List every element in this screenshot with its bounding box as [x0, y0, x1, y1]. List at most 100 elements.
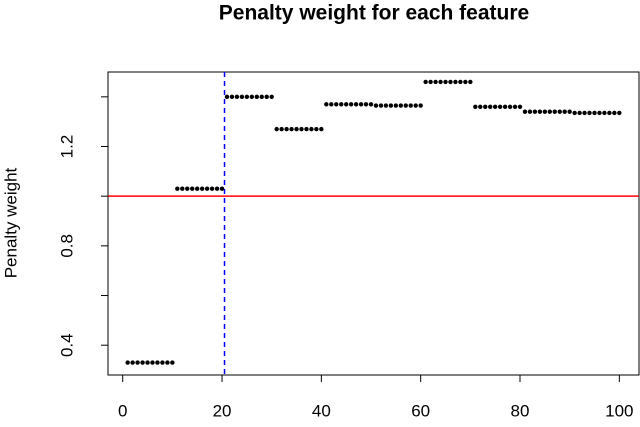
- point: [135, 360, 140, 365]
- point: [140, 360, 145, 365]
- point: [418, 103, 423, 108]
- point: [473, 104, 478, 109]
- point: [393, 103, 399, 108]
- point: [488, 104, 493, 109]
- point: [145, 360, 150, 365]
- point: [423, 79, 428, 85]
- point: [234, 94, 240, 100]
- point: [269, 94, 274, 100]
- point: [577, 110, 582, 116]
- point: [224, 94, 230, 100]
- point: [527, 109, 533, 114]
- point: [294, 126, 299, 132]
- y-tick-label: 0.8: [57, 234, 76, 258]
- point: [383, 103, 389, 108]
- point: [175, 186, 180, 191]
- point: [343, 102, 349, 107]
- point: [259, 94, 264, 100]
- point: [314, 126, 319, 132]
- point: [592, 110, 597, 116]
- point: [329, 102, 334, 107]
- point: [190, 186, 195, 191]
- point: [165, 360, 170, 365]
- y-tick-label: 0.4: [57, 333, 76, 357]
- point: [607, 110, 612, 116]
- point: [249, 94, 255, 100]
- point: [507, 104, 513, 109]
- point: [478, 104, 483, 109]
- point: [274, 126, 279, 132]
- point: [433, 79, 438, 85]
- point: [502, 104, 508, 109]
- point: [363, 102, 369, 107]
- point: [150, 360, 155, 365]
- point: [597, 110, 602, 116]
- point: [334, 102, 339, 107]
- chart-title: Penalty weight for each feature: [219, 2, 529, 25]
- point: [483, 104, 488, 109]
- point: [552, 109, 557, 114]
- point: [199, 186, 205, 191]
- point: [602, 110, 607, 116]
- point: [413, 103, 418, 108]
- point: [279, 126, 284, 132]
- point: [289, 126, 294, 132]
- point: [438, 79, 443, 85]
- point: [353, 102, 359, 107]
- plot-frame: [107, 71, 640, 376]
- point: [155, 360, 160, 365]
- point: [299, 126, 304, 132]
- point: [170, 360, 175, 365]
- point: [185, 186, 190, 191]
- x-tick-label: 20: [213, 401, 232, 420]
- point: [537, 109, 543, 114]
- point: [408, 103, 413, 108]
- x-tick-label: 80: [511, 401, 530, 420]
- point: [358, 102, 364, 107]
- point: [572, 110, 577, 116]
- point: [492, 104, 498, 109]
- point: [403, 103, 408, 108]
- point: [319, 126, 324, 132]
- point: [562, 109, 567, 114]
- y-axis-label: Penalty weight: [1, 167, 20, 278]
- point: [214, 186, 220, 191]
- point: [512, 104, 518, 109]
- point: [373, 103, 379, 108]
- point: [219, 186, 225, 191]
- point: [617, 110, 622, 116]
- point: [567, 109, 572, 114]
- point: [612, 110, 617, 116]
- x-tick-label: 60: [411, 401, 430, 420]
- point: [453, 79, 458, 85]
- point: [204, 186, 210, 191]
- point: [229, 94, 235, 100]
- point: [532, 109, 538, 114]
- point: [180, 186, 185, 191]
- point: [339, 102, 344, 107]
- point: [160, 360, 165, 365]
- point: [324, 102, 329, 107]
- point: [304, 126, 309, 132]
- point: [388, 103, 394, 108]
- point: [254, 94, 259, 100]
- point: [547, 109, 553, 114]
- point: [522, 109, 528, 114]
- x-tick-label: 0: [118, 401, 127, 420]
- point: [264, 94, 269, 100]
- point: [448, 79, 453, 85]
- point: [582, 110, 587, 116]
- point: [244, 94, 250, 100]
- point: [398, 103, 404, 108]
- point: [194, 186, 200, 191]
- point: [468, 79, 473, 85]
- point: [125, 360, 130, 365]
- point: [378, 103, 384, 108]
- point: [309, 126, 314, 132]
- point: [239, 94, 245, 100]
- point: [428, 79, 433, 85]
- point: [458, 79, 463, 85]
- point: [542, 109, 548, 114]
- point: [587, 110, 592, 116]
